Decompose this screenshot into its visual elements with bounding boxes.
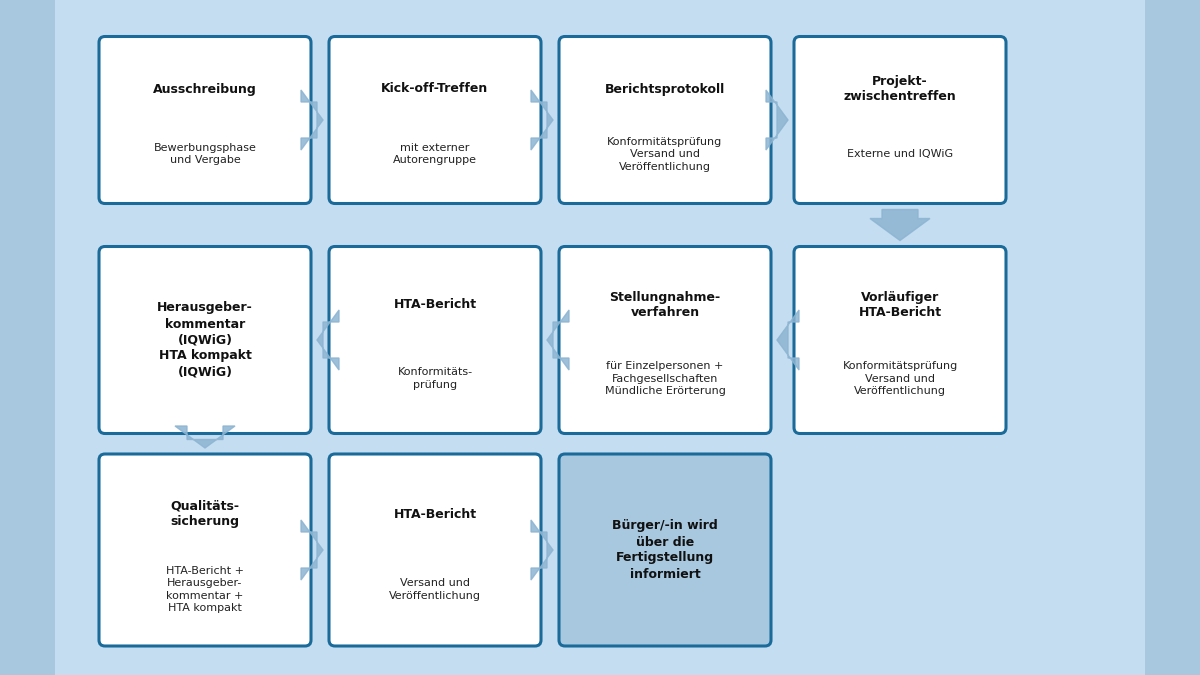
Text: Versand und
Veröffentlichung: Versand und Veröffentlichung — [389, 578, 481, 601]
FancyBboxPatch shape — [559, 36, 772, 203]
Text: Ausschreibung: Ausschreibung — [154, 82, 257, 95]
Polygon shape — [317, 310, 340, 370]
Text: für Einzelpersonen +
Fachgesellschaften
Mündliche Erörterung: für Einzelpersonen + Fachgesellschaften … — [605, 361, 726, 396]
Text: HTA-Bericht: HTA-Bericht — [394, 508, 476, 520]
FancyBboxPatch shape — [794, 36, 1006, 203]
FancyBboxPatch shape — [98, 246, 311, 433]
Text: Bürger/-in wird
über die
Fertigstellung
informiert: Bürger/-in wird über die Fertigstellung … — [612, 520, 718, 580]
Text: HTA-Bericht: HTA-Bericht — [394, 298, 476, 311]
FancyBboxPatch shape — [329, 454, 541, 646]
FancyBboxPatch shape — [559, 454, 772, 646]
Text: Externe und IQWiG: Externe und IQWiG — [847, 149, 953, 159]
FancyBboxPatch shape — [1145, 0, 1200, 675]
Polygon shape — [301, 520, 323, 580]
FancyBboxPatch shape — [329, 246, 541, 433]
Polygon shape — [175, 426, 235, 448]
Text: HTA-Bericht +
Herausgeber-
kommentar +
HTA kompakt: HTA-Bericht + Herausgeber- kommentar + H… — [166, 566, 244, 613]
Text: Konformitätsprüfung
Versand und
Veröffentlichung: Konformitätsprüfung Versand und Veröffen… — [842, 361, 958, 396]
FancyBboxPatch shape — [98, 454, 311, 646]
Text: Berichtsprotokoll: Berichtsprotokoll — [605, 82, 725, 95]
FancyBboxPatch shape — [329, 36, 541, 203]
Text: Projekt-
zwischentreffen: Projekt- zwischentreffen — [844, 74, 956, 103]
Text: Qualitäts-
sicherung: Qualitäts- sicherung — [170, 500, 240, 529]
Text: Stellungnahme-
verfahren: Stellungnahme- verfahren — [610, 290, 720, 319]
Polygon shape — [301, 90, 323, 150]
FancyBboxPatch shape — [559, 246, 772, 433]
Polygon shape — [778, 310, 799, 370]
Text: mit externer
Autorengruppe: mit externer Autorengruppe — [392, 143, 476, 165]
FancyBboxPatch shape — [98, 36, 311, 203]
FancyBboxPatch shape — [794, 246, 1006, 433]
Polygon shape — [530, 90, 553, 150]
Text: Bewerbungsphase
und Vergabe: Bewerbungsphase und Vergabe — [154, 143, 257, 165]
Polygon shape — [870, 209, 930, 240]
Text: Herausgeber-
kommentar
(IQWiG)
HTA kompakt
(IQWiG): Herausgeber- kommentar (IQWiG) HTA kompa… — [157, 302, 253, 379]
Text: Vorläufiger
HTA-Bericht: Vorläufiger HTA-Bericht — [858, 290, 942, 319]
Polygon shape — [547, 310, 569, 370]
Text: Kick-off-Treffen: Kick-off-Treffen — [382, 82, 488, 95]
Text: Konformitäts-
prüfung: Konformitäts- prüfung — [397, 367, 473, 389]
FancyBboxPatch shape — [0, 0, 55, 675]
Polygon shape — [530, 520, 553, 580]
Text: Konformitätsprüfung
Versand und
Veröffentlichung: Konformitätsprüfung Versand und Veröffen… — [607, 137, 722, 171]
Polygon shape — [766, 90, 788, 150]
